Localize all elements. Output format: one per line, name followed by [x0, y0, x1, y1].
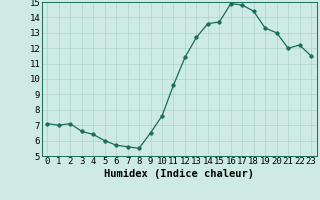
X-axis label: Humidex (Indice chaleur): Humidex (Indice chaleur)	[104, 169, 254, 179]
